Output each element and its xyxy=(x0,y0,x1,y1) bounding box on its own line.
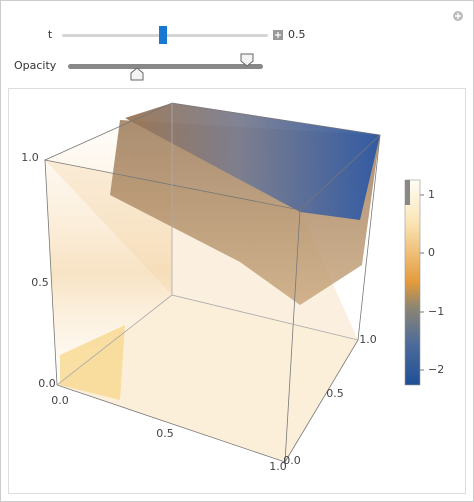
legend-tick-label: 0 xyxy=(428,246,435,259)
expand-icon xyxy=(275,32,281,38)
vertical-tick-label: 0.0 xyxy=(38,377,56,390)
right-tick-label: 0.0 xyxy=(283,454,301,467)
t-slider-thumb[interactable] xyxy=(159,26,167,44)
opacity-slider-track[interactable] xyxy=(68,64,263,69)
t-label: t xyxy=(48,28,53,41)
density-floor xyxy=(57,295,358,462)
t-value: 0.5 xyxy=(288,28,306,41)
front-tick-label: 1.0 xyxy=(269,460,287,473)
density-corner xyxy=(60,325,125,400)
opacity-label: Opacity xyxy=(14,59,57,72)
legend-tick-label: −2 xyxy=(428,363,444,376)
front-tick-label: 0.5 xyxy=(156,427,174,440)
right-tick-label: 1.0 xyxy=(359,333,377,346)
colorbar xyxy=(404,179,421,386)
front-tick-label: 0.0 xyxy=(51,394,69,407)
opacity-lower-thumb[interactable] xyxy=(130,67,144,81)
legend-tick-label: 1 xyxy=(428,188,435,201)
right-tick-label: 0.5 xyxy=(326,387,344,400)
density-haze-mid xyxy=(45,160,358,340)
density-top xyxy=(125,103,380,220)
opacity-upper-thumb[interactable] xyxy=(240,53,254,67)
bounding-box xyxy=(43,102,381,463)
colorbar-handle[interactable] xyxy=(405,180,410,205)
vertical-tick-label: 0.5 xyxy=(31,276,49,289)
vertical-tick-label: 1.0 xyxy=(21,151,39,164)
add-icon xyxy=(455,13,461,19)
legend-tick-label: −1 xyxy=(428,305,444,318)
